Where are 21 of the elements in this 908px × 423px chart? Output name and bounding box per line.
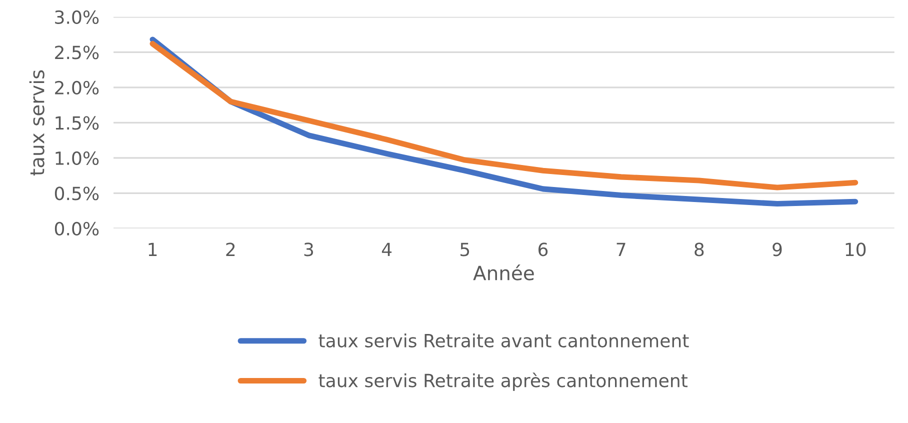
x-tick-label: 5 [460,242,470,256]
y-axis-title: taux servis [29,70,44,176]
x-tick-label: 4 [382,242,392,256]
y-tick-label: 0.5% [54,186,99,200]
y-tick-label: 3.0% [55,10,99,24]
legend-label: taux servis Retraite après cantonnement [318,372,688,391]
x-axis-title: Année [473,264,534,280]
x-tick-label: 7 [616,242,626,256]
x-tick-label: 8 [694,242,704,256]
x-tick-label: 1 [148,242,157,256]
legend-label: taux servis Retraite avant cantonnement [318,334,689,348]
x-tick-label: 9 [772,242,782,256]
y-tick-label: 1.0% [56,151,99,166]
x-tick-label: 10 [846,242,866,256]
y-tick-label: 1.5% [56,116,99,130]
y-tick-label: 2.0% [55,80,99,95]
y-tick-label: 2.5% [55,46,99,60]
y-tick-label: 0.0% [54,222,99,236]
x-tick-label: 2 [226,242,235,256]
x-tick-label: 3 [304,242,314,256]
x-tick-label: 6 [538,242,548,256]
